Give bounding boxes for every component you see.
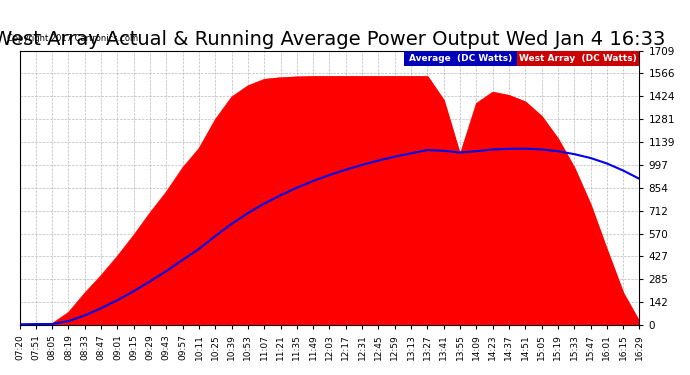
Title: West Array Actual & Running Average Power Output Wed Jan 4 16:33: West Array Actual & Running Average Powe… [0, 30, 666, 49]
Text: Copyright 2017 Cartronics.com: Copyright 2017 Cartronics.com [7, 34, 138, 43]
